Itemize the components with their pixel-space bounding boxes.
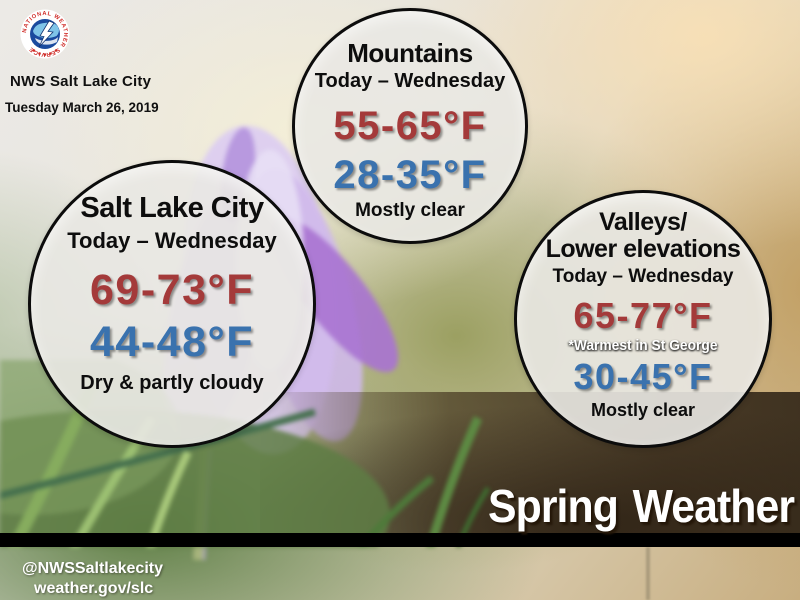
bubble-title: Salt Lake City: [80, 192, 264, 224]
grass-illustration: [0, 360, 435, 547]
high-temperature-note: *Warmest in St George: [568, 336, 718, 354]
forecast-bubble-salt-lake-city: Salt Lake City Today – Wednesday 69-73°F…: [28, 160, 316, 448]
nws-logo: NATIONAL WEATHER SERVICE: [20, 9, 70, 59]
forecast-bubble-valleys: Valleys/ Lower elevations Today – Wednes…: [514, 190, 772, 448]
bubble-title-line2: Lower elevations: [545, 235, 741, 263]
bubble-period: Today – Wednesday: [314, 70, 506, 93]
forecast-bubble-mountains: Mountains Today – Wednesday 55-65°F 28-3…: [292, 8, 528, 244]
bubble-title: Valleys/: [599, 208, 687, 236]
low-temperature: 30-45°F: [573, 355, 713, 397]
condition-text: Dry & partly cloudy: [80, 371, 264, 394]
bubble-period: Today – Wednesday: [67, 228, 277, 254]
condition-text: Mostly clear: [355, 200, 465, 222]
headline-title: Spring Weather: [487, 480, 795, 532]
high-temperature: 65-77°F: [573, 295, 713, 336]
divider-bar: [0, 533, 800, 547]
agency-name: NWS Salt Lake City: [10, 73, 152, 90]
high-temperature: 55-65°F: [333, 104, 487, 149]
social-handle: @NWSSaltlakecity: [22, 560, 163, 577]
bubble-period: Today – Wednesday: [552, 266, 734, 287]
bubble-title: Mountains: [347, 38, 473, 68]
low-temperature: 28-35°F: [333, 153, 487, 198]
low-temperature: 44-48°F: [90, 318, 254, 367]
condition-text: Mostly clear: [590, 399, 696, 420]
issue-date: Tuesday March 26, 2019: [5, 100, 159, 115]
high-temperature: 69-73°F: [90, 266, 254, 315]
background-stem-shadow: [646, 547, 650, 600]
website-url: weather.gov/slc: [34, 580, 154, 597]
